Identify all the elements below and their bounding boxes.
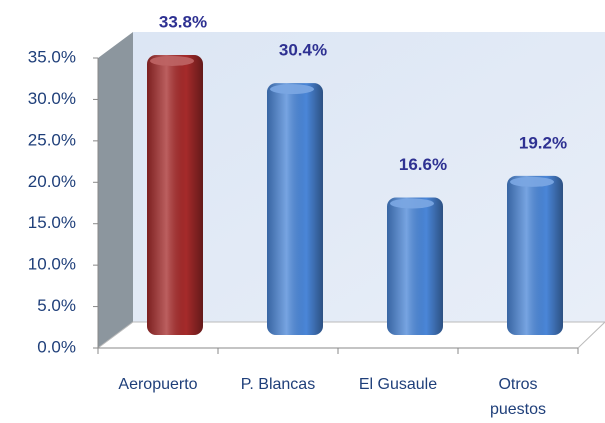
- x-tick-label: P. Blancas: [240, 376, 316, 393]
- y-tick-label: 10.0%: [28, 255, 76, 274]
- bar-top-highlight: [150, 55, 194, 66]
- bar-top-highlight: [510, 176, 554, 187]
- x-tick-label: Aeropuerto: [118, 376, 198, 393]
- y-tick-label: 35.0%: [28, 47, 76, 66]
- x-tick-label: Otros puestos: [489, 376, 547, 418]
- bar-group: [147, 54, 203, 335]
- value-label: 19.2%: [519, 133, 567, 152]
- bar-shading: [147, 54, 203, 335]
- y-tick-label: 25.0%: [28, 130, 76, 149]
- y-tick-label: 20.0%: [28, 172, 76, 191]
- bar-top: [390, 198, 434, 209]
- bar-shading: [507, 175, 563, 335]
- x-tick-label: El Gusaule: [358, 376, 438, 393]
- bar-top-highlight: [390, 198, 434, 209]
- bar-top-highlight: [270, 84, 314, 95]
- value-label: 30.4%: [279, 41, 327, 60]
- value-label: 16.6%: [399, 155, 447, 174]
- value-label: 33.8%: [159, 12, 207, 31]
- bar-group: [387, 197, 443, 335]
- side-wall: [98, 32, 133, 348]
- bar-shading: [387, 197, 443, 335]
- bar-top: [150, 55, 194, 66]
- y-tick-label: 15.0%: [28, 213, 76, 232]
- y-tick-label: 5.0%: [37, 296, 76, 315]
- bar-top: [510, 176, 554, 187]
- bar-top: [270, 84, 314, 95]
- y-tick-label: 0.0%: [37, 337, 76, 356]
- bar-shading: [267, 83, 323, 335]
- y-tick-label: 30.0%: [28, 89, 76, 108]
- bar-group: [267, 83, 323, 335]
- bar-group: [507, 175, 563, 335]
- back-wall: [133, 32, 605, 322]
